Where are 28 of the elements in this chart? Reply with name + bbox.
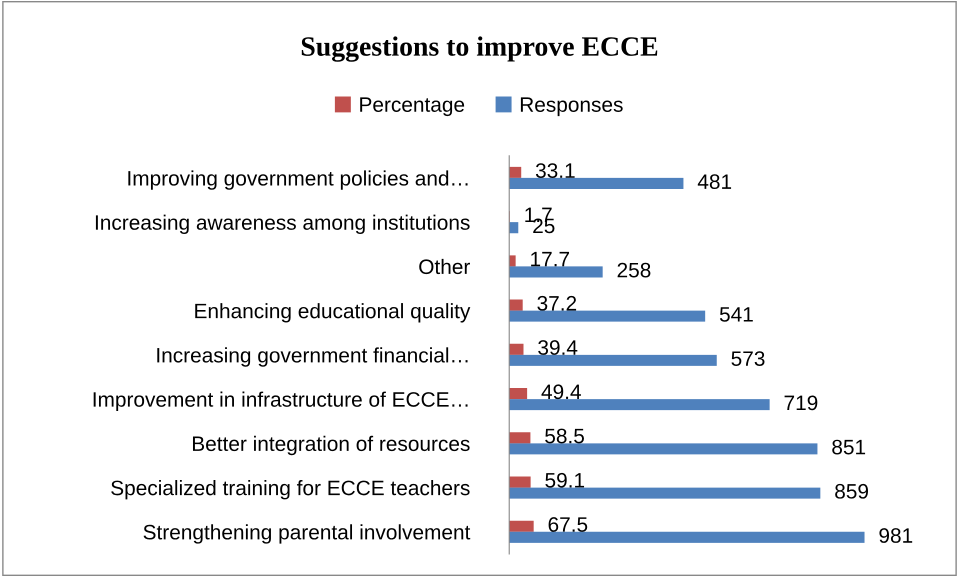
y-tick-label: Improving government policies and…	[128, 170, 468, 190]
y-tick-label: Increasing awareness among institutions	[96, 214, 470, 234]
data-label: 258	[618, 262, 650, 278]
data-label: 981	[879, 528, 912, 543]
y-tick-label: Better integration of resources	[192, 436, 470, 456]
y-tick-label: Increasing government financial…	[157, 347, 468, 367]
data-label: 67.5	[548, 517, 588, 532]
y-tick-label: Improvement in infrastructure of ECCE…	[94, 392, 468, 411]
data-label: 39.4	[538, 340, 578, 355]
data-label: 59.1	[545, 472, 584, 488]
y-tick-label: Specialized training for ECCE teachers	[111, 480, 470, 500]
data-label: 17.7	[531, 252, 570, 266]
y-tick-label: Strengthening parental involvement	[144, 524, 470, 544]
y-tick-label: Other	[419, 258, 470, 274]
data-label: 481	[698, 174, 732, 190]
data-label: 37.2	[537, 296, 576, 311]
y-tick-label: Enhancing educational quality	[195, 303, 470, 322]
legend-label: Responses	[520, 97, 623, 116]
data-label: 573	[731, 351, 764, 366]
data-label: 859	[835, 484, 868, 499]
chart-title: Suggestions to improve ECCE	[302, 36, 658, 62]
data-label: 33.1	[536, 163, 575, 178]
data-label: 719	[784, 395, 818, 410]
data-label: 851	[832, 440, 866, 454]
data-label: 49.4	[541, 384, 581, 400]
legend-label: Percentage	[360, 97, 464, 116]
data-label: 58.5	[545, 428, 584, 444]
data-label: 541	[720, 307, 753, 322]
